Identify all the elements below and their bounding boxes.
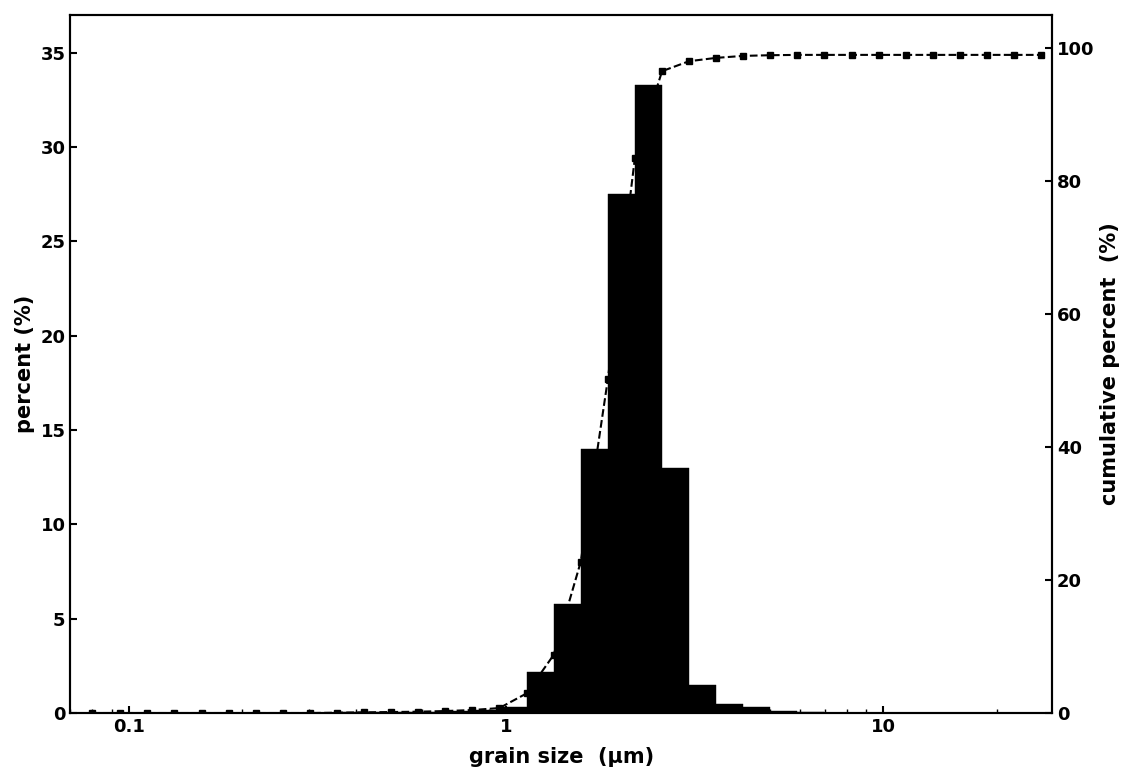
Bar <box>608 194 634 713</box>
X-axis label: grain size  (μm): grain size (μm) <box>469 747 654 767</box>
Y-axis label: cumulative percent  (%): cumulative percent (%) <box>1100 223 1120 505</box>
Bar <box>581 449 608 713</box>
Bar <box>364 712 392 713</box>
Bar <box>689 685 716 713</box>
Y-axis label: percent (%): percent (%) <box>15 295 35 433</box>
Bar <box>527 672 554 713</box>
Bar <box>499 708 527 713</box>
Bar <box>554 604 581 713</box>
Bar <box>662 468 689 713</box>
Bar <box>798 712 824 713</box>
Bar <box>419 712 445 713</box>
Bar <box>771 711 798 713</box>
Bar <box>634 84 662 713</box>
Bar <box>472 710 499 713</box>
Bar <box>716 704 743 713</box>
Bar <box>337 712 364 713</box>
Bar <box>392 712 419 713</box>
Bar <box>445 711 472 713</box>
Bar <box>743 708 771 713</box>
